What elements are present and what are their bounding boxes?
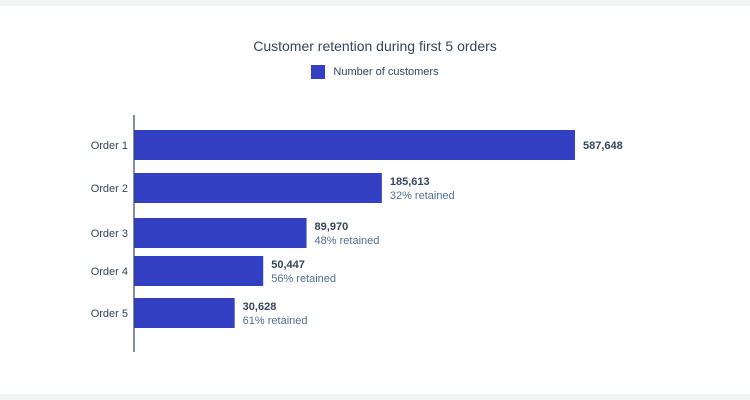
value-label: 587,648 [583,140,623,152]
retention-label: 32% retained [390,190,455,202]
category-label: Order 4 [91,266,128,278]
category-label: Order 1 [91,140,128,152]
legend: Number of customers [0,65,750,79]
retention-label: 61% retained [243,315,308,327]
value-label: 89,970 [315,221,349,233]
value-label: 30,628 [243,301,277,313]
legend-label: Number of customers [333,66,439,78]
bar [134,218,307,248]
value-label: 50,447 [271,259,305,271]
retention-label: 56% retained [271,273,336,285]
value-label: 185,613 [390,176,430,188]
bar [134,298,235,328]
bar [134,130,575,160]
category-label: Order 3 [91,228,128,240]
legend-swatch [311,65,326,79]
retention-label: 48% retained [315,235,380,247]
category-label: Order 2 [91,183,128,195]
bar [134,256,264,286]
bar [134,173,382,203]
category-label: Order 5 [91,308,128,320]
chart-title: Customer retention during first 5 orders [253,38,497,54]
